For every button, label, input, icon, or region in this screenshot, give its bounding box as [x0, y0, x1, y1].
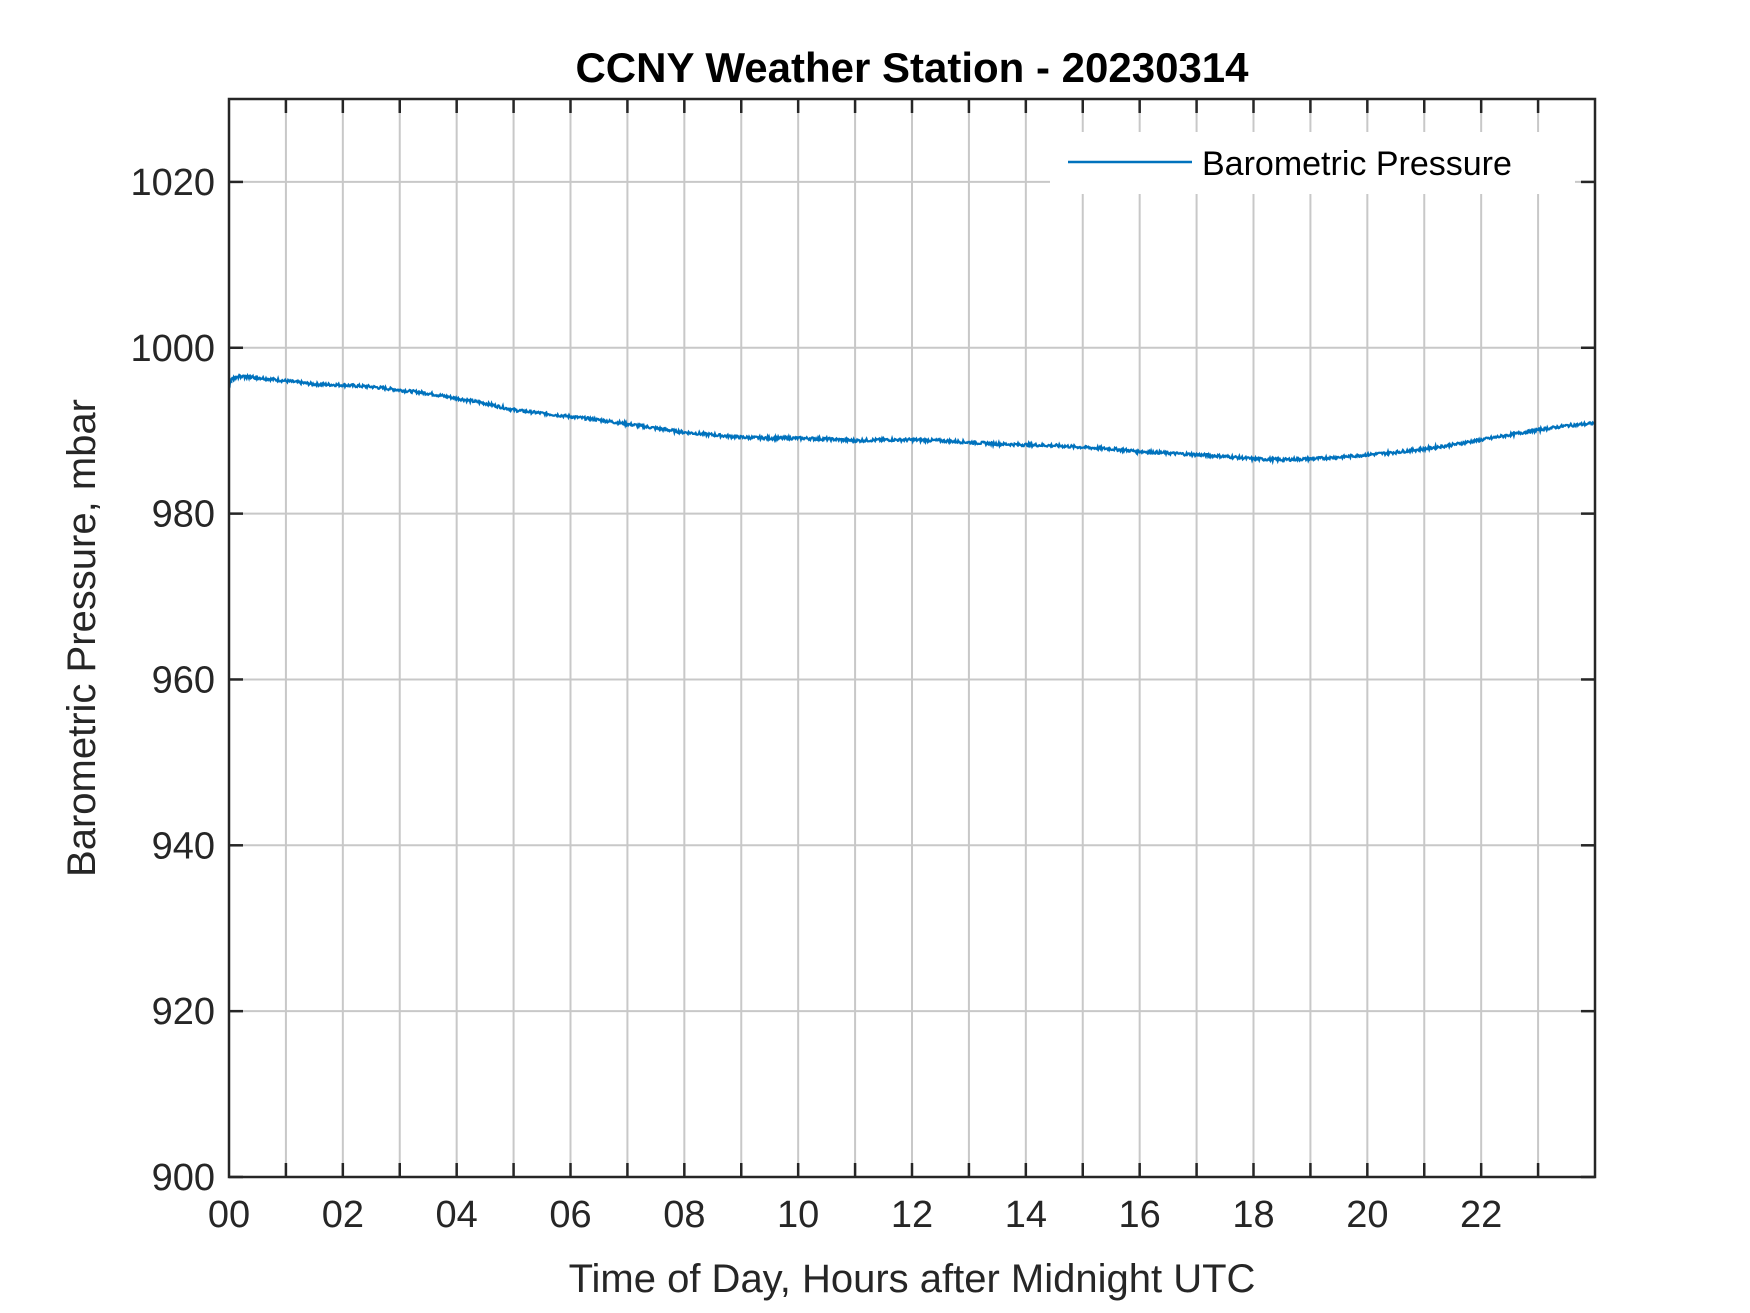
y-tick-label: 980	[152, 494, 215, 536]
x-tick-label: 04	[436, 1194, 478, 1236]
x-tick-label: 02	[322, 1194, 364, 1236]
y-tick-label: 960	[152, 659, 215, 701]
legend-label: Barometric Pressure	[1202, 145, 1512, 183]
tick-labels: 00 02 04 06 08 10 12 14 16 18 20 22 900 920 940 960 980 1…	[130, 162, 1502, 1236]
x-tick-label: 10	[777, 1194, 819, 1236]
x-tick-label: 08	[663, 1194, 705, 1236]
x-tick-label: 14	[1005, 1194, 1047, 1236]
y-axis-label: Barometric Pressure, mbar	[60, 399, 104, 877]
x-tick-label: 00	[208, 1194, 250, 1236]
y-tick-label: 940	[152, 825, 215, 867]
series-line-barometric-pressure	[227, 372, 1596, 466]
y-tick-label: 1000	[130, 328, 215, 370]
legend: Barometric Pressure	[1050, 132, 1575, 194]
x-axis-label: Time of Day, Hours after Midnight UTC	[569, 1257, 1256, 1301]
axis-ticks	[229, 99, 1595, 1179]
y-tick-label: 1020	[130, 162, 215, 204]
x-tick-label: 22	[1460, 1194, 1502, 1236]
x-tick-label: 16	[1119, 1194, 1161, 1236]
x-tick-label: 20	[1346, 1194, 1388, 1236]
plot-frame	[227, 97, 1597, 1179]
y-tick-label: 900	[152, 1157, 215, 1199]
x-tick-label: 06	[549, 1194, 591, 1236]
x-tick-label: 12	[891, 1194, 933, 1236]
x-tick-label: 18	[1232, 1194, 1274, 1236]
chart-title: CCNY Weather Station - 20230314	[575, 44, 1249, 91]
y-tick-label: 920	[152, 991, 215, 1033]
